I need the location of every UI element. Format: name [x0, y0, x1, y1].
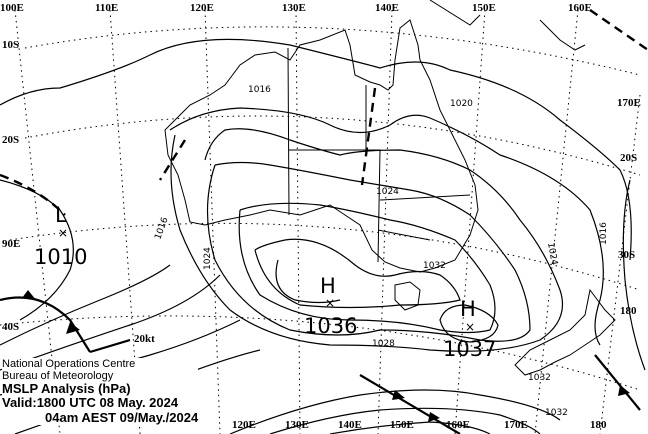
- chart-legend: National Operations Centre Bureau of Met…: [2, 358, 199, 426]
- high-1037: H × 1037: [443, 297, 496, 361]
- isobar-labels: 1016 1020 1024 1024 1028 1032 1032 1016 …: [153, 85, 609, 418]
- grid-labels: 100E 110E 120E 130E 140E 150E 160E 170E …: [0, 2, 641, 431]
- trough-line-wa: [158, 139, 187, 181]
- high-1036: H × 1036: [304, 274, 357, 338]
- isobar-label: 1032: [545, 408, 568, 418]
- label-150e-bottom: 150E: [390, 419, 414, 431]
- graticule: [0, 9, 641, 434]
- isobars: [0, 38, 646, 434]
- isobar-label: 1016: [153, 216, 170, 241]
- low-pressure: 1010: [34, 245, 87, 269]
- trough-line-tasman: [589, 9, 648, 51]
- centre-cross-icon: ×: [465, 320, 475, 334]
- organisation-name: National Operations Centre: [2, 358, 136, 370]
- label-90e: 90E: [2, 238, 20, 250]
- isobar-label: 1024: [376, 187, 399, 197]
- label-140e: 140E: [375, 2, 399, 14]
- label-160e: 160E: [568, 2, 592, 14]
- label-140e-bottom: 140E: [338, 419, 362, 431]
- cold-front-south: [359, 374, 461, 434]
- high-symbol: H: [320, 274, 336, 298]
- chart-title: MSLP Analysis (hPa): [2, 381, 131, 397]
- trough-line-west: [0, 173, 66, 216]
- label-20s-right: 20S: [620, 152, 637, 164]
- label-150e: 150E: [472, 2, 496, 14]
- label-170e-bottom: 170E: [504, 419, 528, 431]
- label-130e-bottom: 130E: [285, 419, 309, 431]
- cold-front-east: [594, 354, 641, 411]
- state-borders: [287, 47, 471, 263]
- wind-scale-label: 20kt: [134, 333, 155, 345]
- valid-time-local: 04am AEST 09/May./2024: [45, 409, 199, 425]
- label-110e: 110E: [95, 2, 118, 14]
- trough-line-inland: [360, 87, 377, 186]
- centre-cross-icon: ×: [325, 296, 335, 310]
- coastlines: [164, 0, 616, 376]
- agency-name: Bureau of Meteorology: [2, 370, 114, 383]
- label-30s-right: 30S: [618, 249, 635, 261]
- isobar-label: 1032: [423, 261, 446, 271]
- wind-barb-20kt: [89, 338, 131, 354]
- isobar-label: 1020: [450, 99, 473, 109]
- label-20s: 20S: [2, 134, 19, 146]
- cold-front-southwest: [0, 296, 91, 353]
- isobar-label: 1016: [599, 222, 609, 245]
- label-120e: 120E: [190, 2, 214, 14]
- isobar-label: 1024: [545, 242, 559, 267]
- centre-cross-icon: ×: [58, 226, 68, 240]
- high-pressure: 1036: [304, 314, 357, 338]
- label-170e: 170E: [617, 97, 641, 109]
- label-40s: 40S: [2, 321, 19, 333]
- valid-time-utc: 1800 UTC 08 May. 2024: [36, 395, 179, 411]
- label-10s: 10S: [2, 39, 19, 51]
- isobar-label: 1016: [248, 85, 271, 95]
- label-160e-bottom: 160E: [446, 419, 470, 431]
- label-180: 180: [620, 305, 637, 317]
- label-130e: 130E: [282, 2, 306, 14]
- high-pressure: 1037: [443, 337, 496, 361]
- isobar-label: 1032: [528, 373, 551, 383]
- valid-label: Valid:: [2, 395, 37, 411]
- low-symbol: L: [55, 203, 67, 227]
- fronts: [0, 9, 648, 434]
- valid-line: Valid:1800 UTC 08 May. 2024: [2, 396, 198, 410]
- label-100e: 100E: [0, 2, 24, 14]
- label-180-bottom: 180: [590, 419, 607, 431]
- isobar-label: 1028: [372, 339, 395, 349]
- label-120e-bottom: 120E: [232, 419, 256, 431]
- low-1010: L × 1010: [34, 203, 87, 269]
- high-symbol: H: [460, 297, 476, 321]
- isobar-label: 1024: [203, 247, 213, 270]
